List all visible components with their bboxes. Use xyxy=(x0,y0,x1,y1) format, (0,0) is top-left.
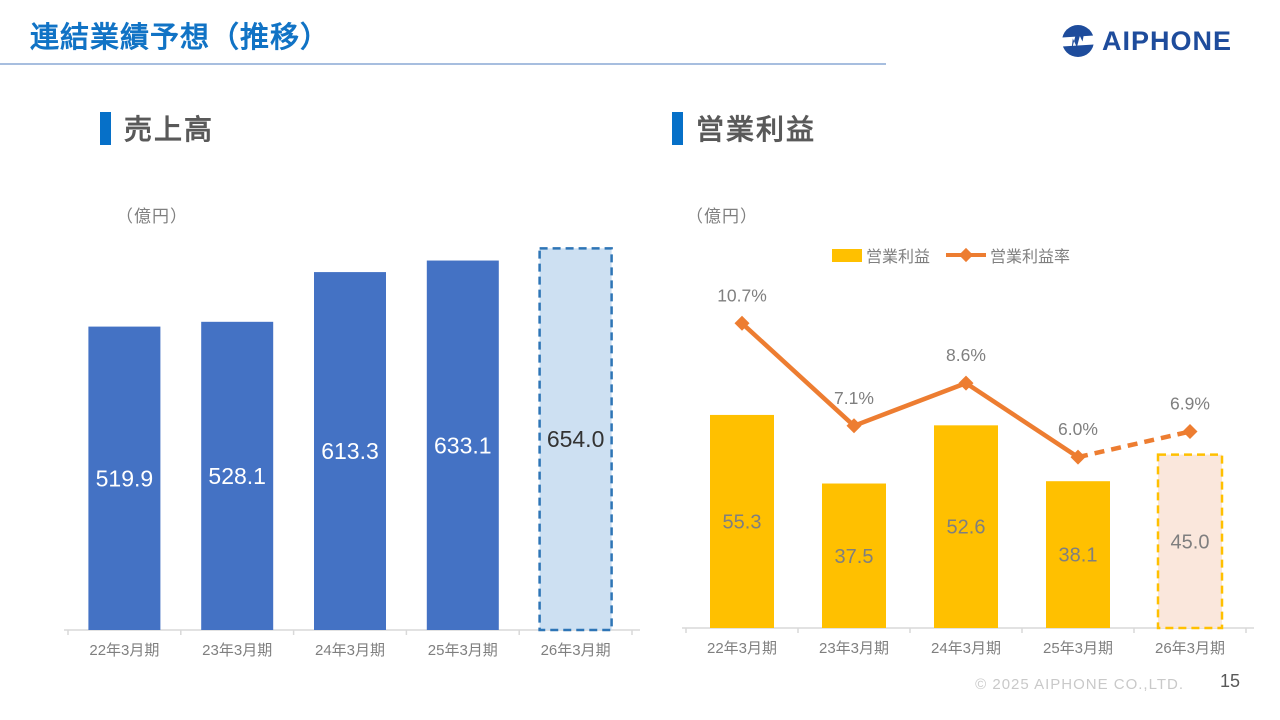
bar xyxy=(710,414,774,628)
bar-value-label: 37.5 xyxy=(835,546,874,568)
bar xyxy=(1046,481,1110,628)
bar xyxy=(934,425,998,628)
category-label: 26年3月期 xyxy=(1155,640,1225,657)
bar xyxy=(314,272,386,630)
page-number: 15 xyxy=(1219,671,1240,691)
legend-item-operating-margin: 営業利益率 xyxy=(946,243,1070,267)
bar-value-label: 55.3 xyxy=(723,511,762,533)
category-label: 22年3月期 xyxy=(707,640,777,657)
section-marker xyxy=(672,111,683,145)
title-rule xyxy=(0,63,886,65)
section-heading-sales: 売上高 xyxy=(100,108,214,148)
line-segment xyxy=(740,321,856,428)
line-segment xyxy=(853,380,967,428)
section-marker xyxy=(100,111,111,145)
section-heading-operating-profit: 営業利益 xyxy=(672,108,816,148)
bar-value-label: 52.6 xyxy=(947,517,986,539)
unit-label-sales: （億円） xyxy=(116,207,188,226)
line-point-label: 6.9% xyxy=(1170,394,1210,414)
line-swatch-icon xyxy=(946,247,987,263)
line-marker-diamond xyxy=(734,315,750,331)
category-label: 25年3月期 xyxy=(1043,640,1113,657)
line-point-label: 6.0% xyxy=(1058,419,1098,439)
line-segment-forecast xyxy=(1077,429,1191,460)
category-label: 25年3月期 xyxy=(428,642,498,659)
bar xyxy=(88,326,161,630)
line-segment xyxy=(964,381,1080,460)
legend-label-operating-profit: 営業利益 xyxy=(866,249,931,266)
unit-label-operating-profit: （億円） xyxy=(686,207,758,226)
legend: 営業利益 営業利益率 xyxy=(832,243,1070,267)
operating-profit-chart: 55.3 22年3月期 37.5 23年3月期 52.6 24年3月期 38.1 25年3月期… xyxy=(682,285,1254,657)
bar-value-label: 38.1 xyxy=(1059,545,1098,567)
sales-bar-chart: 519.9 22年3月期 528.1 23年3月期 613.3 24年3月期 633.1 25… xyxy=(64,247,640,659)
category-label: 24年3月期 xyxy=(931,640,1001,657)
category-label: 22年3月期 xyxy=(89,642,159,659)
legend-item-operating-profit: 営業利益 xyxy=(832,243,930,267)
bar-value-label: 528.1 xyxy=(208,463,266,489)
category-label: 26年3月期 xyxy=(541,642,611,659)
line-marker-diamond xyxy=(958,375,974,391)
aiphone-circle-icon xyxy=(1061,24,1095,58)
bar xyxy=(426,260,499,630)
line-marker-diamond xyxy=(1182,424,1198,439)
logo-wordmark: AIPHONE xyxy=(1101,25,1232,56)
copyright-text: © 2025 AIPHONE CO.,LTD. xyxy=(975,676,1184,693)
bar-swatch-icon xyxy=(832,248,862,262)
category-label: 23年3月期 xyxy=(819,640,889,657)
bar-value-label: 45.0 xyxy=(1171,531,1210,553)
section-title-sales: 売上高 xyxy=(124,114,215,145)
line-marker-diamond xyxy=(1070,449,1086,465)
line-point-label: 7.1% xyxy=(834,388,874,408)
bar-value-label: 613.3 xyxy=(321,438,379,464)
forecast-bar xyxy=(1156,453,1224,630)
company-logo: AIPHONE xyxy=(1061,24,1232,58)
bar-value-label: 633.1 xyxy=(434,432,492,458)
bar xyxy=(822,483,886,628)
bar-value-label: 654.0 xyxy=(547,426,605,452)
page-title: 連結業績予想（推移） xyxy=(30,22,331,54)
section-title-operating-profit: 営業利益 xyxy=(696,114,817,145)
line-point-label: 8.6% xyxy=(946,345,986,365)
category-label: 23年3月期 xyxy=(202,642,272,659)
bar-value-label: 519.9 xyxy=(96,465,154,491)
category-label: 24年3月期 xyxy=(315,642,385,659)
legend-label-operating-margin: 営業利益率 xyxy=(990,249,1071,266)
bar xyxy=(201,321,274,630)
line-marker-diamond xyxy=(846,418,862,434)
forecast-bar xyxy=(538,247,613,632)
line-point-label: 10.7% xyxy=(717,285,767,305)
